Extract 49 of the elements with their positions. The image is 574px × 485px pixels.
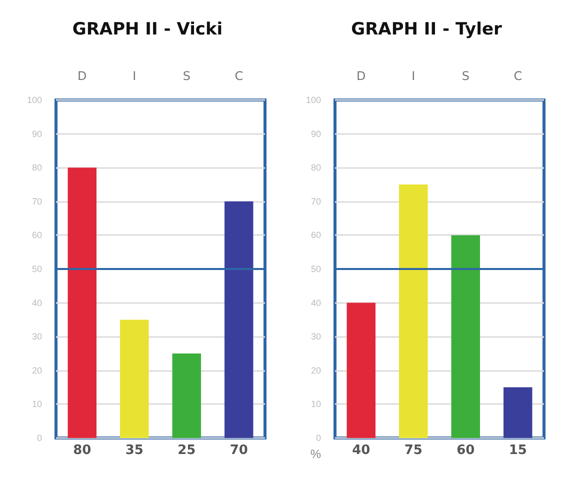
y-tick-label: 50 [310, 264, 321, 274]
data-label: 80 [73, 443, 92, 458]
bar [68, 168, 96, 438]
y-tick-label: 70 [310, 196, 321, 206]
x-tick-label: S [462, 69, 470, 83]
bar [504, 387, 532, 438]
x-tick-label: D [78, 69, 87, 83]
data-label: 60 [456, 443, 475, 458]
x-tick-label: S [182, 69, 190, 83]
y-tick-label: 80 [310, 162, 321, 173]
y-tick-label: 0 [316, 433, 321, 443]
x-tick-label: C [514, 69, 522, 83]
data-label: 40 [352, 443, 370, 458]
y-tick-label: 20 [310, 365, 321, 376]
y-tick-label: 10 [310, 399, 321, 410]
y-tick-label: 0 [36, 433, 42, 443]
bar [451, 235, 480, 438]
y-tick-label: 10 [32, 399, 42, 410]
data-label: 15 [508, 443, 527, 458]
y-tick-label: 40 [310, 298, 321, 308]
data-label: 35 [125, 443, 144, 458]
bar [399, 184, 428, 438]
y-tick-label: 60 [32, 230, 42, 240]
x-tick-label: C [234, 69, 244, 83]
chart-title: GRAPH II - Tyler [351, 20, 502, 40]
data-label: 70 [230, 443, 248, 458]
y-tick-label: 90 [32, 128, 42, 139]
bar [172, 354, 201, 438]
y-tick-label: 100 [306, 95, 321, 105]
y-tick-label: 90 [310, 128, 321, 139]
y-tick-label: 60 [310, 230, 321, 240]
y-tick-label: 100 [26, 95, 42, 105]
y-tick-label: 50 [32, 264, 42, 274]
x-tick-label: I [132, 69, 136, 83]
bar [224, 201, 254, 438]
y-axis-title: % [310, 447, 322, 461]
y-tick-label: 30 [32, 332, 42, 342]
y-tick-label: 30 [310, 332, 321, 342]
x-tick-label: D [356, 69, 366, 83]
bar [120, 320, 149, 438]
chart-title: GRAPH II - Vicki [72, 20, 223, 40]
bar [346, 302, 376, 438]
y-tick-label: 20 [32, 365, 42, 376]
data-label: 25 [178, 443, 196, 458]
y-tick-label: 40 [32, 298, 42, 308]
y-tick-label: 70 [32, 196, 42, 206]
y-tick-label: 80 [32, 162, 42, 173]
data-label: 75 [404, 443, 422, 458]
x-tick-label: I [412, 69, 416, 83]
